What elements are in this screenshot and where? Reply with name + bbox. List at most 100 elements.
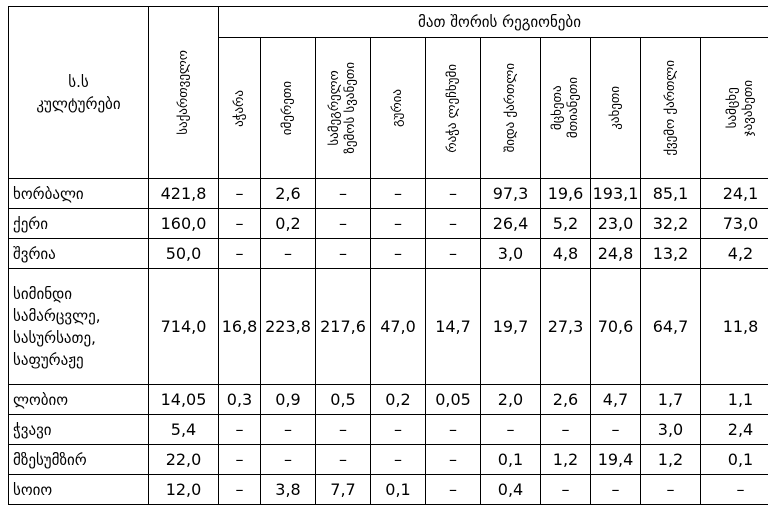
region-value-cell: 19,7 [480,268,541,385]
region-value-cell: – [315,238,371,269]
georgia-column-header: საქართველო [148,6,219,179]
region-value-cell: – [315,414,371,445]
region-value-cell: 2,4 [700,414,768,445]
region-value-cell: – [370,238,426,269]
region-header-label: იმერეთი [280,80,295,136]
region-value-cell: 97,3 [480,178,541,209]
crops-table: ს.ს კულტურები საქართველო მათ შორის რეგიო… [8,6,768,505]
crop-name-cell: შვრია [8,238,149,269]
table-row: მზესუმზირ 22,0– – – – –0,1 1,2 19,4 1,2 0,1 [8,444,768,475]
region-value-cell: 2,6 [540,384,591,415]
region-value-cell: – [370,208,426,239]
region-value-cell: – [315,444,371,475]
region-value-cell: 4,7 [590,384,641,415]
region-value-cell: 3,8 [260,474,316,505]
region-value-cell: 0,4 [480,474,541,505]
region-value-cell: – [590,474,641,505]
region-value-cell: – [425,474,481,505]
region-value-cell: – [425,238,481,269]
region-value-cell: 24,8 [590,238,641,269]
region-value-cell: 4,8 [540,238,591,269]
region-value-cell: 1,2 [640,444,701,475]
region-value-cell: 0,5 [315,384,371,415]
region-value-cell: 16,8 [218,268,261,385]
region-value-cell: 26,4 [480,208,541,239]
region-header-label: გურია [390,88,405,128]
region-value-cell: 19,6 [540,178,591,209]
region-header-row: აჭარა იმერეთი სამეგრელო ზემოს სვანეთი გურია რ… [9,37,768,179]
region-header-label: რაჭა ლეჩხუმი [445,63,460,153]
region-value-cell: 0,2 [370,384,426,415]
crops-header-line2: კულტურები [36,94,121,113]
georgia-value-cell: 714,0 [148,268,219,385]
georgia-value-cell: 160,0 [148,208,219,239]
region-value-cell: 24,1 [700,178,768,209]
table-row: სოიო 12,0–3,8 7,7 0,1–0,4– – – – [8,474,768,505]
region-header-label: შიდა ქართლი [502,63,518,153]
region-value-cell: 1,7 [640,384,701,415]
region-header: იმერეთი [260,37,316,179]
region-value-cell: – [218,414,261,445]
region-value-cell: 193,1 [590,178,641,209]
region-header-label: სამცხე ჯავახეთი [724,79,756,137]
region-value-cell: 47,0 [370,268,426,385]
region-value-cell: 3,0 [480,238,541,269]
region-value-cell: – [480,414,541,445]
region-value-cell: – [260,444,316,475]
table-row: სიმინდი სამარცვლე, სასურსათე, საფურაჟე 71… [8,268,768,385]
region-value-cell: – [218,208,261,239]
table-row: ლობიო 14,05 0,3 0,9 0,5 0,2 0,05 2,0 2,6 4,7 1,7 1,… [8,384,768,415]
crops-column-header: ს.ს კულტურები [8,6,149,179]
georgia-value-cell: 421,8 [148,178,219,209]
crop-name-cell: ჭვავი [8,414,149,445]
region-header: კახეთი [590,37,641,179]
region-header: შიდა ქართლი [480,37,541,179]
region-value-cell: – [425,208,481,239]
crop-name-cell: ქერი [8,208,149,239]
region-header-label: მცხეთა მთიანეთი [549,77,581,139]
region-value-cell: – [540,414,591,445]
region-value-cell: 0,1 [370,474,426,505]
region-value-cell: – [425,444,481,475]
region-value-cell: 0,3 [218,384,261,415]
region-value-cell: – [218,474,261,505]
region-header: ქვემო ქართლი [640,37,701,179]
region-header: სამეგრელო ზემოს სვანეთი [315,37,371,179]
region-value-cell: 0,9 [260,384,316,415]
region-value-cell: – [700,474,768,505]
region-header-label: სამეგრელო ზემოს სვანეთი [327,62,358,154]
region-value-cell: – [640,474,701,505]
region-header: სამცხე ჯავახეთი [700,37,768,179]
region-value-cell: 0,05 [425,384,481,415]
crop-name-cell: ლობიო [8,384,149,415]
region-value-cell: 73,0 [700,208,768,239]
region-value-cell: 223,8 [260,268,316,385]
region-value-cell: 27,3 [540,268,591,385]
georgia-value-cell: 50,0 [148,238,219,269]
crops-header-line1: ს.ს [68,72,89,91]
region-value-cell: 1,2 [540,444,591,475]
region-value-cell: 5,2 [540,208,591,239]
region-header: აჭარა [218,37,261,179]
region-value-cell: 64,7 [640,268,701,385]
region-value-cell: – [370,178,426,209]
crop-name-cell: სიმინდი სამარცვლე, სასურსათე, საფურაჟე [8,268,149,385]
crop-name-cell: ხორბალი [8,178,149,209]
region-value-cell: 1,1 [700,384,768,415]
region-value-cell: – [218,444,261,475]
region-value-cell: 4,2 [700,238,768,269]
crop-name-cell: სოიო [8,474,149,505]
region-value-cell: – [315,208,371,239]
region-value-cell: – [425,414,481,445]
region-value-cell: 2,0 [480,384,541,415]
region-value-cell: 7,7 [315,474,371,505]
region-header-label: ქვემო ქართლი [662,60,678,156]
region-value-cell: 13,2 [640,238,701,269]
region-value-cell: – [218,238,261,269]
region-header-label: აჭარა [231,89,247,127]
region-value-cell: – [260,414,316,445]
region-value-cell: – [540,474,591,505]
georgia-header-label: საქართველო [175,50,191,135]
region-value-cell: – [260,238,316,269]
region-header: მცხეთა მთიანეთი [540,37,591,179]
